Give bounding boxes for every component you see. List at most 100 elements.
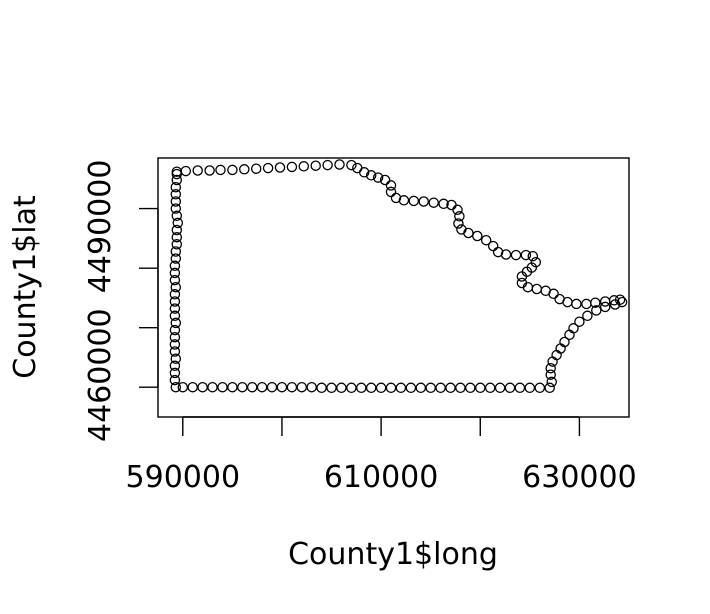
data-point (545, 369, 556, 380)
data-point (484, 382, 496, 394)
x-tick-label: 590000 (126, 460, 241, 495)
data-point (408, 195, 420, 207)
data-point (365, 170, 377, 181)
data-point (169, 303, 181, 314)
data-point (204, 165, 215, 176)
data-point (581, 298, 592, 310)
data-point (385, 180, 397, 191)
x-axis: 590000 610000 630000 (126, 416, 637, 495)
data-point (171, 231, 183, 243)
data-point (545, 362, 556, 374)
data-point (385, 382, 397, 394)
data-point (169, 331, 181, 343)
x-tick-label: 630000 (522, 460, 637, 495)
data-point (246, 381, 258, 393)
data-point (170, 317, 182, 329)
y-axis: 4460000 4490000 (83, 160, 159, 442)
data-point (465, 382, 476, 394)
x-axis-label: County1$long (288, 537, 498, 572)
data-point (571, 298, 582, 310)
data-point (306, 381, 317, 393)
data-point (358, 167, 370, 178)
data-point (170, 253, 182, 264)
data-point (316, 382, 327, 394)
data-point (527, 250, 539, 262)
data-point (582, 310, 593, 322)
data-point (379, 174, 391, 186)
data-point (169, 267, 181, 279)
data-point (169, 289, 181, 300)
data-point (445, 382, 456, 394)
data-point (336, 382, 347, 394)
data-point (390, 192, 402, 204)
data-point (169, 374, 181, 386)
data-point (169, 310, 181, 322)
data-point (385, 186, 397, 198)
data-point (405, 382, 417, 394)
data-point (590, 297, 601, 308)
data-point (564, 329, 575, 341)
data-point (296, 381, 308, 393)
data-point (171, 174, 183, 186)
data-point (170, 281, 182, 293)
data-point (475, 382, 486, 394)
data-point (172, 217, 184, 229)
data-point (169, 360, 181, 372)
data-point (177, 381, 189, 393)
data-point (215, 164, 226, 176)
data-point (616, 296, 628, 308)
data-point (171, 224, 183, 236)
data-point (286, 381, 298, 393)
data-point (169, 339, 181, 350)
y-tick-label: 4490000 (83, 160, 118, 294)
data-point (531, 283, 543, 295)
data-point (372, 172, 384, 183)
points-layer (169, 159, 628, 394)
data-point (453, 218, 464, 229)
data-point (276, 381, 288, 393)
data-point (418, 196, 429, 207)
data-point (438, 198, 449, 210)
data-point (334, 159, 345, 170)
data-point (520, 249, 532, 261)
data-point (171, 210, 183, 222)
data-point (169, 274, 181, 286)
data-point (171, 239, 183, 250)
data-point (170, 353, 182, 364)
data-point (544, 382, 555, 394)
data-point (169, 324, 181, 336)
y-axis-label: County1$lat (8, 195, 43, 379)
data-point (428, 197, 439, 208)
data-point (546, 376, 557, 388)
data-point (356, 382, 367, 394)
data-point (504, 382, 516, 394)
data-point (169, 367, 181, 379)
x-tick-label: 610000 (324, 460, 439, 495)
y-tick-label: 4460000 (83, 308, 118, 442)
data-point (169, 260, 181, 272)
data-point (266, 381, 278, 393)
data-point (435, 382, 446, 394)
data-point (415, 382, 427, 394)
data-point (472, 230, 483, 242)
data-point (262, 162, 274, 174)
data-point (256, 381, 268, 393)
data-point (395, 382, 407, 394)
data-point (487, 240, 499, 252)
data-point (510, 249, 522, 261)
data-point (398, 195, 410, 206)
data-point (599, 296, 611, 307)
data-point (180, 165, 192, 177)
data-point (170, 381, 182, 393)
data-point (516, 271, 528, 282)
data-point (480, 234, 492, 246)
data-point (197, 381, 208, 393)
data-point (534, 382, 546, 394)
data-point (227, 164, 238, 176)
data-point (492, 246, 504, 258)
data-point (524, 382, 536, 394)
data-point (239, 164, 250, 175)
data-point (286, 161, 298, 173)
data-point (217, 381, 228, 393)
